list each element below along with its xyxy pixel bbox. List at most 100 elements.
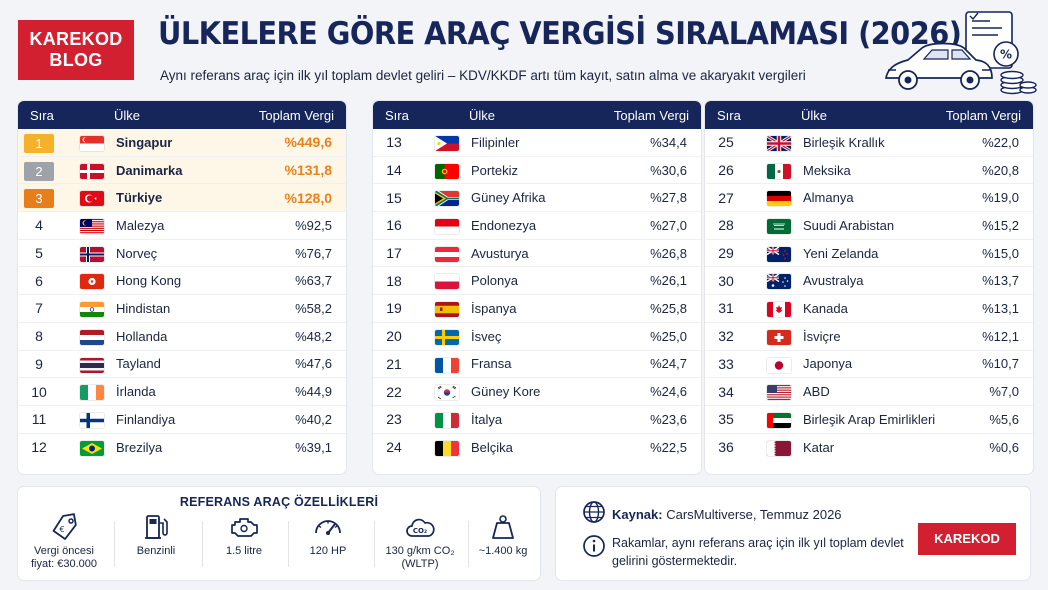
rank-number: 22 <box>386 383 402 400</box>
rank-number: 19 <box>386 300 402 317</box>
saudiarabia-flag-icon <box>767 219 791 235</box>
italy-flag-icon <box>435 412 459 428</box>
rank-number: 15 <box>386 189 402 206</box>
rank-number: 30 <box>718 272 734 289</box>
tax-value: %27,8 <box>650 190 687 206</box>
header-country: Ülke <box>469 107 496 123</box>
table-row: 23 İtalya %23,6 <box>373 406 701 434</box>
country-name: Avusturya <box>471 245 529 261</box>
spec-engine: 1.5 litre <box>204 513 284 575</box>
country-name: İrlanda <box>116 384 156 400</box>
spec-power: 120 HP <box>288 513 368 575</box>
spec-fuel: Benzinli <box>116 513 196 575</box>
tax-value: %23,6 <box>650 411 687 427</box>
co2-cloud-icon: CO₂ <box>406 518 435 537</box>
rank-number: 33 <box>718 355 734 372</box>
singapore-flag-icon <box>80 136 104 151</box>
country-name: Birleşik Arap Emirlikleri <box>803 411 936 427</box>
country-name: Japonya <box>803 356 853 372</box>
country-name: Avustralya <box>803 273 864 289</box>
rank-number: 28 <box>718 217 734 234</box>
country-name: Belçika <box>471 439 513 455</box>
table-row: 18 Polonya %26,1 <box>373 267 701 296</box>
switzerland-flag-icon <box>767 329 791 345</box>
country-name: Fransa <box>471 356 512 372</box>
philippines-flag-icon <box>435 136 459 151</box>
ireland-flag-icon <box>80 385 104 401</box>
source-label: Kaynak: <box>612 507 663 522</box>
table-row: 35 Birleşik Arap Emirlikleri %5,6 <box>705 406 1033 434</box>
source-panel: Kaynak: CarsMultiverse, Temmuz 2026 Raka… <box>556 487 1030 580</box>
table-row: 11 Finlandiya %40,2 <box>18 406 346 434</box>
rank-number: 36 <box>718 439 734 456</box>
car-tax-illustration-icon: % <box>884 11 1037 95</box>
rank-number: 7 <box>35 300 43 317</box>
country-name: Portekiz <box>471 162 518 178</box>
country-name: Singapur <box>116 134 173 150</box>
karekod-blog-logo: KAREKOD BLOG <box>18 20 134 80</box>
tax-value: %15,2 <box>982 217 1019 233</box>
country-name: Güney Afrika <box>471 190 546 206</box>
tax-value: %26,1 <box>650 273 687 289</box>
table-row: 22 Güney Kore %24,6 <box>373 378 701 406</box>
note-text: Rakamlar, aynı referans araç için ilk yı… <box>612 536 904 568</box>
table-row: 17 Avusturya %26,8 <box>373 240 701 268</box>
fuel-pump-icon <box>145 515 168 539</box>
table-row: 31 Kanada %13,1 <box>705 295 1033 323</box>
table-row: 4 Malezya %92,5 <box>18 212 346 240</box>
india-flag-icon <box>80 302 104 318</box>
tax-value: %26,8 <box>650 245 687 261</box>
country-name: Danimarka <box>116 162 183 178</box>
country-name: İsviçre <box>803 328 841 344</box>
country-name: Güney Kore <box>471 384 541 400</box>
rank-number: 35 <box>718 411 734 428</box>
rank-number: 24 <box>386 439 402 456</box>
country-name: İsveç <box>471 328 502 344</box>
tax-value: %22,5 <box>650 439 687 455</box>
specs-title: REFERANS ARAÇ ÖZELLİKLERİ <box>179 495 379 509</box>
spec-label: 1.5 litre <box>225 545 263 557</box>
table-row: 15 Güney Afrika %27,8 <box>373 184 701 213</box>
table-row: 33 Japonya %10,7 <box>705 351 1033 379</box>
tax-value: %58,2 <box>295 300 332 316</box>
table-row: 13 Filipinler %34,4 <box>373 129 701 157</box>
country-name: Malezya <box>116 217 165 233</box>
southafrica-flag-icon <box>435 191 459 207</box>
rank-number: 20 <box>386 328 402 345</box>
uk-flag-icon <box>767 136 791 151</box>
logo-line-2: BLOG <box>49 50 103 70</box>
tax-value: %7,0 <box>989 384 1019 400</box>
tax-value: %449,6 <box>284 134 332 151</box>
header-rank: Sıra <box>717 107 741 123</box>
header-rank: Sıra <box>385 107 409 123</box>
table-row: 5 Norveç %76,7 <box>18 240 346 268</box>
germany-flag-icon <box>767 191 791 207</box>
indonesia-flag-icon <box>435 219 459 235</box>
country-name: Türkiye <box>116 190 163 206</box>
ranking-table-1: Sıra Ülke Toplam Vergi 1 Singapur %449,6 2 D… <box>18 101 346 474</box>
rank-number: 17 <box>386 245 402 262</box>
table-row: 10 İrlanda %44,9 <box>18 378 346 406</box>
rank-number: 13 <box>386 134 402 151</box>
table-row: 24 Belçika %22,5 <box>373 434 701 462</box>
rank-number: 23 <box>386 411 402 428</box>
finland-flag-icon <box>80 412 104 428</box>
country-name: Finlandiya <box>116 411 176 427</box>
tax-value: %5,6 <box>989 411 1019 427</box>
country-name: Hong Kong <box>116 273 182 289</box>
header-tax: Toplam Vergi <box>613 107 689 123</box>
country-name: Yeni Zelanda <box>803 245 879 261</box>
table-row: 16 Endonezya %27,0 <box>373 212 701 240</box>
mexico-flag-icon <box>767 163 791 179</box>
turkey-flag-icon <box>80 191 104 207</box>
country-name: Almanya <box>803 190 854 206</box>
table-row: 32 İsviçre %12,1 <box>705 323 1033 351</box>
engine-icon <box>231 518 258 537</box>
uae-flag-icon <box>767 412 791 428</box>
spec-emissions: CO₂ 130 g/km CO₂ (WLTP) <box>376 513 464 575</box>
hongkong-flag-icon <box>80 274 104 290</box>
tax-value: %20,8 <box>982 162 1019 178</box>
sweden-flag-icon <box>435 329 459 345</box>
brazil-flag-icon <box>80 440 104 456</box>
